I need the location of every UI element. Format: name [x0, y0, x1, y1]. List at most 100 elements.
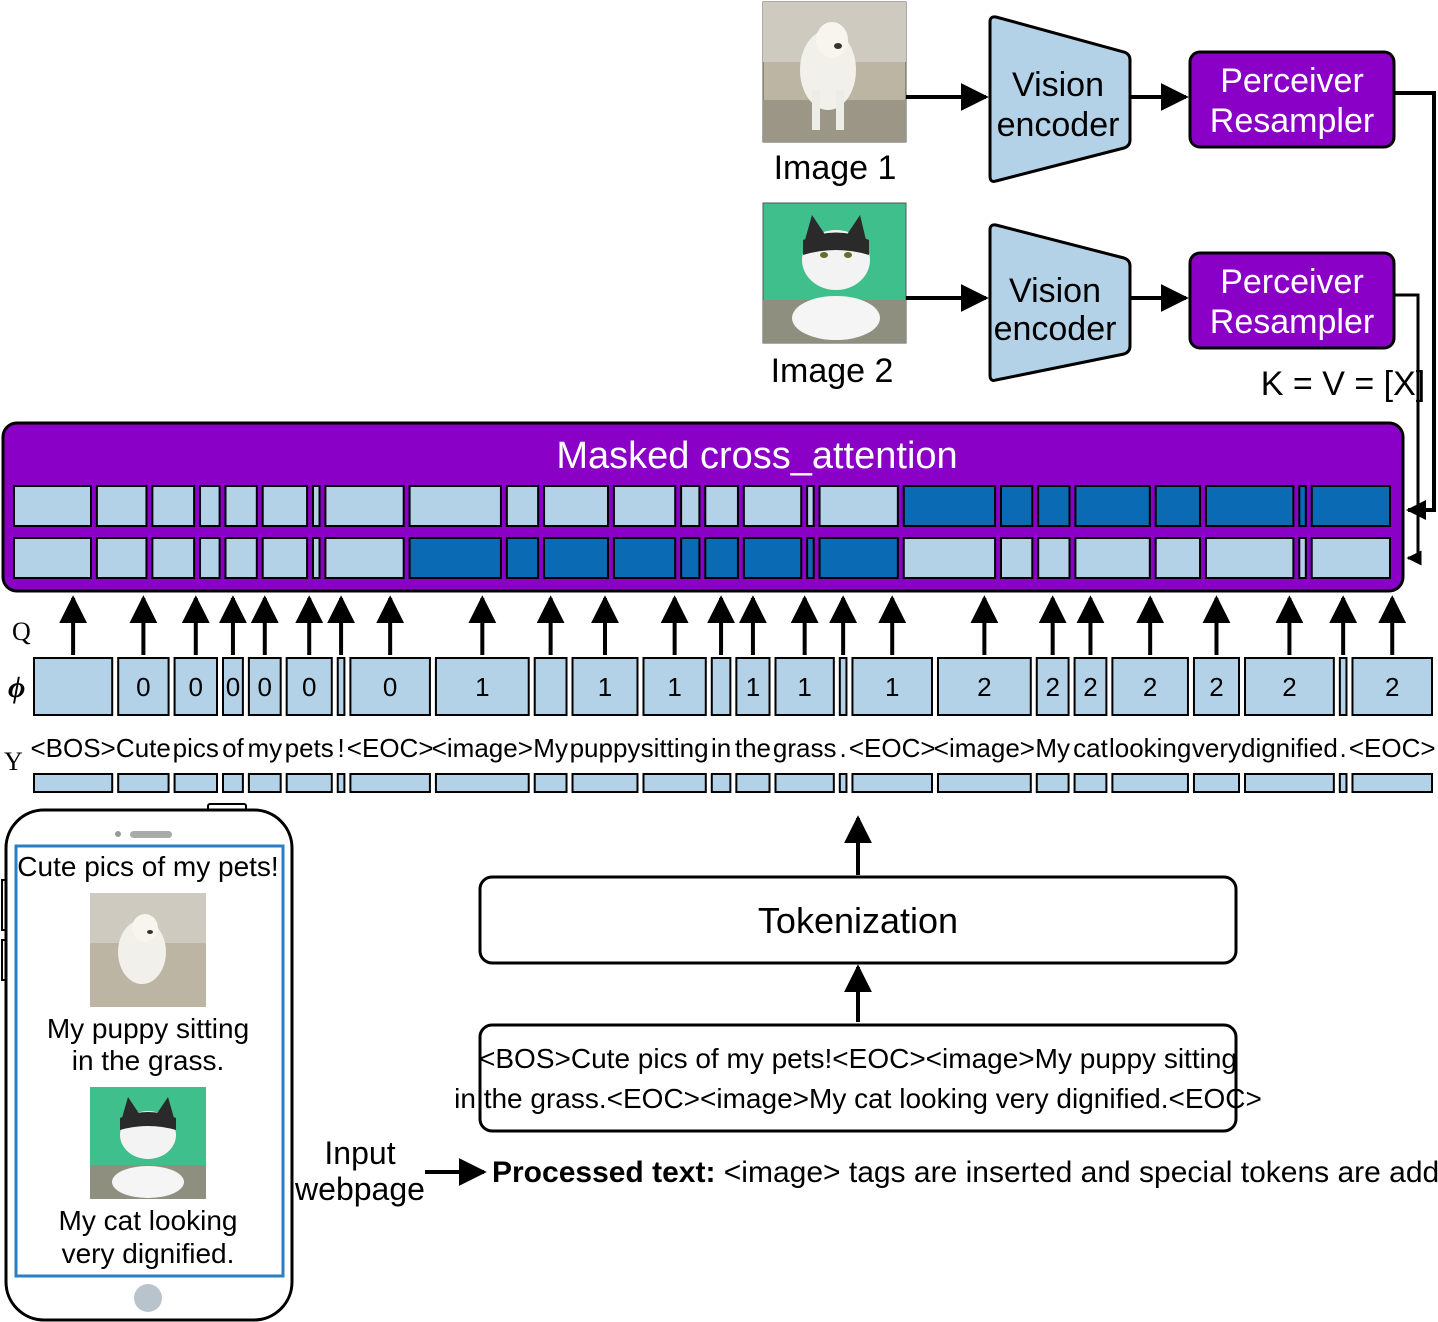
vision-encoder-1: Vision encoder [988, 15, 1132, 183]
input-label-line2: webpage [294, 1171, 425, 1207]
phi-cell [434, 657, 530, 716]
image1-label: Image 1 [774, 149, 897, 187]
token-bar [1035, 773, 1070, 793]
phone-caption1-line1: My puppy sitting [47, 1013, 249, 1044]
phone-mockup: Cute pics of my pets! My puppy sitting i… [1, 803, 294, 1322]
phi-cell [571, 657, 639, 716]
attention-cell [612, 537, 677, 579]
token-bar-row [33, 773, 1433, 793]
attention-cell [95, 485, 148, 527]
token-text: puppy [570, 733, 641, 763]
phi-value: 2 [1045, 672, 1059, 702]
token-bar [642, 773, 707, 793]
token-bar [247, 773, 282, 793]
resampler2-label-line2: Resampler [1210, 303, 1374, 341]
attention-cell [704, 537, 739, 579]
phi-value: 2 [1143, 672, 1157, 702]
phi-cell [1073, 657, 1108, 716]
attention-cell [1310, 537, 1392, 579]
encoder1-label-line2: encoder [997, 106, 1120, 144]
phone-caption2-line2: very dignified. [62, 1238, 235, 1269]
attention-cell [199, 537, 221, 579]
input-label-line1: Input [324, 1135, 395, 1171]
token-text: very [1192, 733, 1241, 763]
processed-line-2: in the grass.<EOC><image>My cat looking … [454, 1083, 1262, 1114]
token-text: cat [1073, 733, 1108, 763]
attention-cell [13, 485, 92, 527]
encoder2-label-line1: Vision [1009, 272, 1101, 310]
phone-title: Cute pics of my pets! [17, 851, 278, 882]
phi-cell [774, 657, 835, 716]
token-bar [434, 773, 530, 793]
token-bar [1192, 773, 1241, 793]
attention-cell [324, 537, 405, 579]
token-bar [1244, 773, 1335, 793]
token-text: My [533, 733, 568, 763]
token-text: My [1035, 733, 1070, 763]
phi-cell [247, 657, 282, 716]
attention-cell [902, 485, 997, 527]
token-text: . [1340, 733, 1347, 763]
phi-axis-label: ϕ [8, 671, 25, 704]
phi-cell [285, 657, 333, 716]
attention-cell [742, 537, 803, 579]
encoder2-label-line2: encoder [994, 310, 1117, 348]
attention-cell [704, 485, 739, 527]
attention-cell [543, 537, 609, 579]
phi-cell [349, 657, 431, 716]
attention-cell [999, 485, 1034, 527]
token-text: <EOC> [849, 733, 936, 763]
token-bar [838, 773, 848, 793]
phi-value: 0 [226, 672, 240, 702]
processed-line-1: <BOS>Cute pics of my pets!<EOC><image>My… [479, 1043, 1237, 1074]
attention-cell [1298, 485, 1307, 527]
phi-value: 1 [885, 672, 899, 702]
attention-cell [1154, 537, 1202, 579]
phi-cell [533, 657, 568, 716]
image2-cat-photo [762, 202, 907, 344]
phi-cell [221, 657, 244, 716]
attention-cell [505, 485, 540, 527]
attention-cell [902, 537, 997, 579]
attention-cell [408, 485, 502, 527]
attention-cell [13, 537, 92, 579]
processed-text-box [478, 1023, 1238, 1133]
phi-value: 0 [302, 672, 316, 702]
token-text: <BOS> [30, 733, 115, 763]
phi-value: 0 [189, 672, 203, 702]
token-text: <EOC> [347, 733, 434, 763]
token-bar [1351, 773, 1433, 793]
resampler1-label-line1: Perceiver [1220, 62, 1364, 100]
token-text: pics [173, 733, 219, 763]
phone-caption2-line1: My cat looking [59, 1205, 238, 1236]
attention-cell [680, 485, 701, 527]
phi-cell [642, 657, 707, 716]
phi-cell [1035, 657, 1070, 716]
phi-value: 2 [1385, 672, 1399, 702]
attention-row-2 [13, 537, 1392, 579]
token-text: looking [1109, 733, 1191, 763]
token-bar [936, 773, 1032, 793]
token-bar [221, 773, 244, 793]
token-text: <image> [432, 733, 533, 763]
token-text: <image> [934, 733, 1035, 763]
token-text: pets [285, 733, 334, 763]
attention-cell [261, 485, 309, 527]
phi-cell [336, 657, 346, 716]
phone-caption1-line2: in the grass. [72, 1045, 225, 1076]
token-text: sitting [641, 733, 709, 763]
tokenization-label: Tokenization [758, 900, 958, 941]
token-bar [774, 773, 835, 793]
attention-cell [806, 485, 815, 527]
token-text: Cute [116, 733, 171, 763]
token-bar [336, 773, 346, 793]
attention-cell [95, 537, 148, 579]
token-text-row: <BOS> Cute pics of my pets! <EOC><image> My pupp… [30, 733, 1435, 763]
token-text: my [247, 733, 282, 763]
token-bar [735, 773, 771, 793]
attention-cell [680, 537, 701, 579]
token-bar [571, 773, 639, 793]
encoder1-label-line1: Vision [1012, 66, 1104, 104]
